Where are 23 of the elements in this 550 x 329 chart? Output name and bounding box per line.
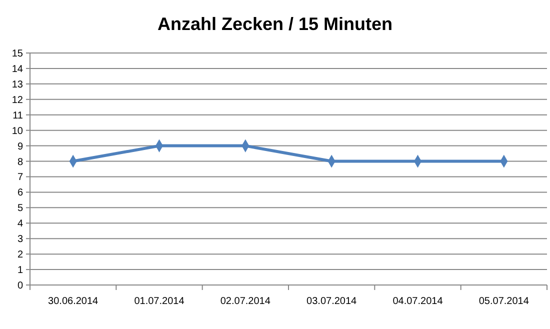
y-tick-label: 5 <box>17 203 24 214</box>
y-tick-label: 1 <box>17 265 24 276</box>
x-tick-label: 01.07.2014 <box>134 296 185 307</box>
y-tick-label: 7 <box>17 172 24 184</box>
y-tick-label: 11 <box>12 110 24 122</box>
x-tick-label: 05.07.2014 <box>478 296 530 307</box>
y-tick-label: 9 <box>17 141 24 152</box>
y-tick-label: 0 <box>17 280 24 292</box>
y-tick-label: 15 <box>12 48 24 60</box>
y-tick-label: 13 <box>12 79 24 90</box>
x-tick-label: 03.07.2014 <box>306 296 358 307</box>
y-tick-label: 12 <box>12 94 24 106</box>
y-tick-label: 2 <box>17 250 24 261</box>
y-tick-label: 3 <box>17 234 24 246</box>
y-tick-label: 14 <box>12 64 24 75</box>
y-tick-label: 8 <box>17 156 24 168</box>
y-tick-label: 4 <box>17 218 24 230</box>
chart-title: Anzahl Zecken / 15 Minuten <box>157 14 393 34</box>
y-tick-label: 10 <box>12 126 24 137</box>
x-tick-label: 30.06.2014 <box>48 296 99 307</box>
x-tick-label: 02.07.2014 <box>220 296 271 307</box>
x-tick-label: 04.07.2014 <box>392 296 444 307</box>
y-tick-label: 6 <box>17 188 24 199</box>
